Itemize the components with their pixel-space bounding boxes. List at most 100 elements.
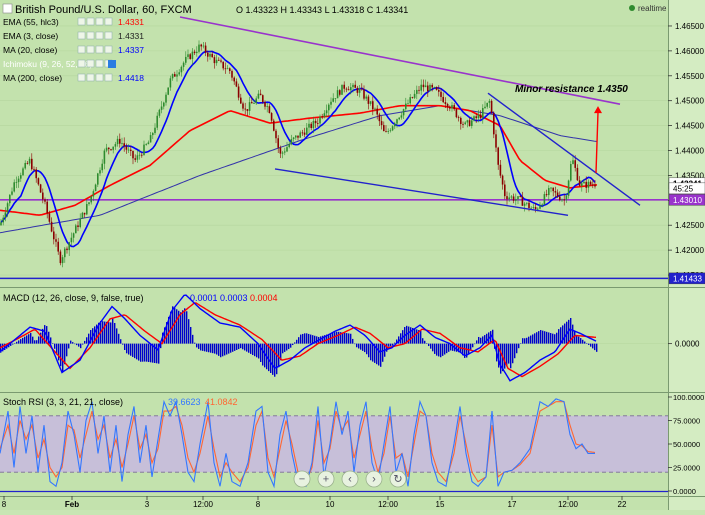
candle	[301, 129, 304, 136]
symbol-title: British Pound/U.S. Dollar, 60, FXCM	[15, 4, 192, 16]
candle	[141, 152, 143, 158]
candle	[455, 108, 458, 119]
eye-icon[interactable]	[77, 45, 86, 54]
candle	[149, 132, 152, 143]
price-label-countdown: 45:25	[668, 182, 705, 195]
candle	[587, 179, 590, 193]
candle	[402, 108, 405, 119]
histogram-bar	[300, 334, 302, 344]
histogram-bar	[128, 343, 130, 355]
candle	[105, 143, 108, 153]
candle	[567, 179, 570, 199]
eye-icon[interactable]	[77, 17, 86, 26]
histogram-bar	[26, 335, 28, 344]
eye-icon[interactable]	[77, 73, 86, 82]
candle	[464, 121, 466, 125]
histogram-bar	[530, 335, 532, 344]
candle	[416, 85, 418, 100]
lock-icon[interactable]	[95, 45, 104, 54]
horizontal-levels	[0, 199, 668, 280]
histogram-bar	[76, 343, 78, 346]
candle	[119, 133, 121, 148]
candle	[420, 79, 422, 95]
histogram-bar	[72, 342, 74, 344]
histogram-bar	[66, 343, 68, 357]
candle	[297, 135, 299, 141]
candle	[163, 101, 165, 110]
collapse-icon[interactable]	[2, 3, 13, 14]
candle	[345, 87, 348, 93]
histogram-bar	[68, 343, 70, 349]
settings-icon[interactable]	[86, 31, 95, 40]
close-icon[interactable]	[104, 31, 113, 40]
settings-icon[interactable]	[86, 45, 95, 54]
candle	[196, 46, 198, 57]
candle	[147, 140, 150, 145]
zoom-out-button[interactable]: −	[293, 470, 311, 488]
zoom-in-button[interactable]: +	[317, 470, 335, 488]
stoch-grid	[0, 415, 668, 473]
histogram-bar	[34, 340, 36, 344]
lock-icon[interactable]	[95, 59, 104, 68]
histogram-bar	[380, 343, 382, 367]
histogram-bar	[448, 343, 450, 352]
candle	[200, 43, 202, 51]
eye-icon[interactable]	[77, 31, 86, 40]
candle	[367, 94, 370, 110]
settings-icon[interactable]	[86, 73, 95, 82]
histogram-bar	[114, 323, 116, 344]
candle	[473, 115, 475, 122]
candle	[332, 93, 334, 103]
lock-icon[interactable]	[95, 31, 104, 40]
close-icon[interactable]	[104, 73, 113, 82]
histogram-bar	[426, 343, 428, 344]
ema55-path	[0, 104, 598, 216]
histogram-bar	[440, 343, 442, 358]
candle	[387, 128, 389, 135]
candle	[519, 195, 521, 198]
histogram-bar	[562, 325, 564, 344]
candle	[299, 130, 301, 138]
legend-value: 1.4331	[118, 31, 144, 41]
candle	[220, 58, 222, 64]
reset-button[interactable]: ↻	[389, 470, 407, 488]
candle	[504, 180, 506, 200]
candle	[319, 114, 321, 128]
candle	[145, 143, 147, 146]
close-icon[interactable]	[104, 17, 113, 26]
lock-icon[interactable]	[95, 73, 104, 82]
price-tick-label: 1.42500	[675, 221, 704, 230]
histogram-bar	[168, 316, 170, 344]
histogram-bar	[482, 336, 484, 344]
histogram-bar	[12, 343, 14, 345]
candle	[552, 187, 554, 197]
histogram-bar	[320, 336, 322, 344]
candle	[224, 62, 227, 74]
histogram-bar	[244, 343, 246, 351]
close-icon[interactable]	[104, 45, 113, 54]
histogram-bar	[564, 323, 566, 344]
candle	[303, 127, 306, 138]
histogram-bar	[310, 334, 312, 344]
candle	[198, 40, 200, 54]
candle	[418, 85, 420, 95]
histogram-bar	[194, 342, 196, 344]
candle	[409, 93, 411, 105]
settings-icon[interactable]	[86, 59, 95, 68]
histogram-bar	[468, 343, 470, 355]
scroll-right-button[interactable]: ›	[365, 470, 383, 488]
scroll-left-button[interactable]: ‹	[341, 470, 359, 488]
candle	[79, 213, 81, 229]
candle	[482, 104, 484, 124]
candle	[244, 102, 246, 115]
candle	[136, 150, 139, 163]
histogram-bar	[28, 334, 30, 344]
settings-icon[interactable]	[86, 17, 95, 26]
candle	[471, 116, 473, 129]
histogram-bar	[424, 340, 426, 344]
histogram-bar	[340, 332, 342, 344]
eye-icon[interactable]	[77, 59, 86, 68]
time-tick-label: 12:00	[558, 500, 579, 509]
candle	[343, 81, 345, 93]
lock-icon[interactable]	[95, 17, 104, 26]
